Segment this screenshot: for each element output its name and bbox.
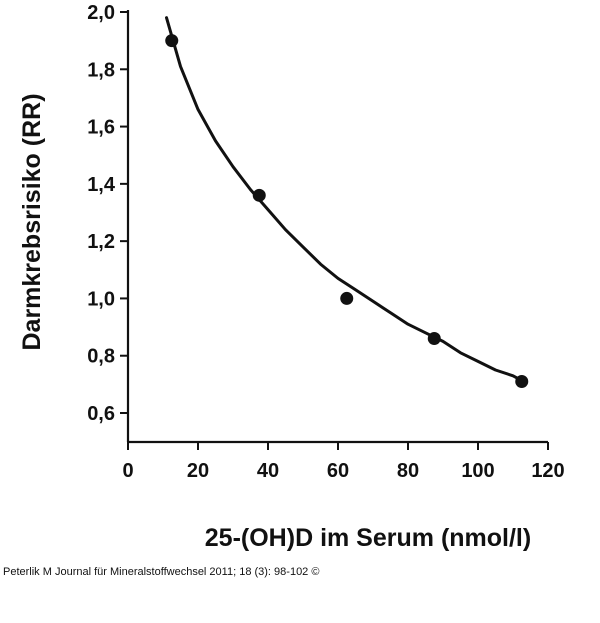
x-tick-label: 60 xyxy=(327,460,349,482)
y-tick-label: 1,4 xyxy=(87,174,116,196)
source-caption: Peterlik M Journal für Mineralstoffwechs… xyxy=(3,566,320,578)
y-tick-label: 1,2 xyxy=(87,231,115,253)
data-point xyxy=(515,374,529,388)
data-point xyxy=(165,34,179,48)
y-tick-label: 1,6 xyxy=(87,117,115,139)
x-tick-label: 100 xyxy=(461,460,494,482)
data-point xyxy=(252,188,266,202)
x-tick-label: 80 xyxy=(397,460,419,482)
data-points xyxy=(165,34,529,388)
y-axis-title: Darmkrebsrisiko (RR) xyxy=(18,93,46,350)
x-ticks: 0 20 40 60 80 100 120 xyxy=(122,442,565,482)
y-tick-label: 1,8 xyxy=(87,59,115,81)
chart: 0,6 0,8 1,0 1,2 1,4 1,6 1,8 2,0 0 20 40 60 80 100 120… xyxy=(18,2,565,552)
y-tick-label: 0,8 xyxy=(87,346,115,368)
x-tick-label: 120 xyxy=(531,460,564,482)
axes xyxy=(126,10,548,444)
y-tick-label: 0,6 xyxy=(87,403,115,425)
data-point xyxy=(427,332,441,346)
y-ticks: 0,6 0,8 1,0 1,2 1,4 1,6 1,8 2,0 xyxy=(87,2,128,425)
y-tick-label: 1,0 xyxy=(87,288,115,310)
fitted-curve xyxy=(165,16,525,383)
x-tick-label: 0 xyxy=(122,460,133,482)
data-point xyxy=(340,291,354,305)
x-axis-title: 25-(OH)D im Serum (nmol/l) xyxy=(205,524,531,552)
y-tick-label: 2,0 xyxy=(87,2,115,24)
x-tick-label: 20 xyxy=(187,460,209,482)
x-tick-label: 40 xyxy=(257,460,279,482)
